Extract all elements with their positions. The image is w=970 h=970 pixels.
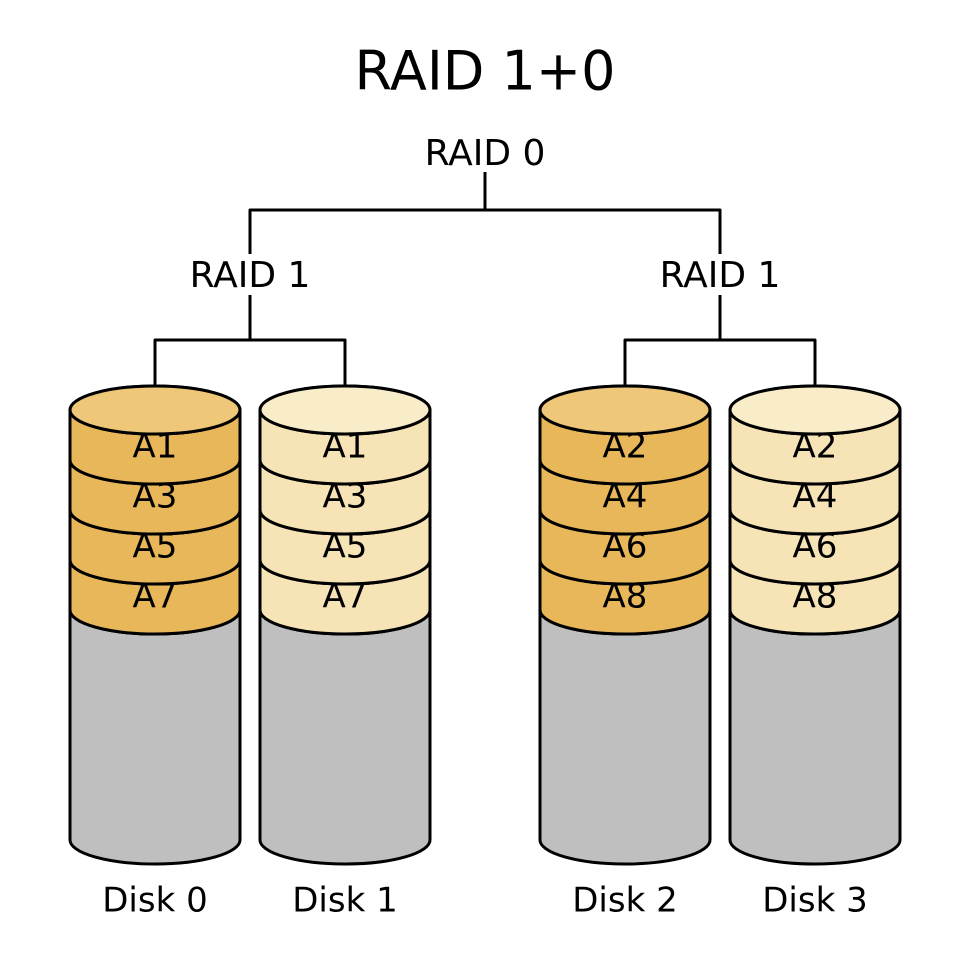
raid-diagram: RAID 1+0RAID 0RAID 1RAID 1A7A5A3A1Disk 0…: [0, 0, 970, 970]
disk-1-topcap: [260, 386, 430, 434]
disk-label-3: Disk 3: [762, 881, 867, 921]
raid1-label-right: RAID 1: [660, 255, 781, 296]
raid0-bracket: [250, 172, 720, 254]
raid1-label-left: RAID 1: [190, 255, 311, 296]
disk-label-2: Disk 2: [572, 881, 677, 921]
disk-0-topcap: [70, 386, 240, 434]
raid0-label: RAID 0: [425, 133, 546, 174]
diagram-title: RAID 1+0: [355, 40, 616, 103]
disk-2-topcap: [540, 386, 710, 434]
disk-label-1: Disk 1: [292, 881, 397, 921]
disk-label-0: Disk 0: [102, 881, 207, 921]
disk-3-topcap: [730, 386, 900, 434]
